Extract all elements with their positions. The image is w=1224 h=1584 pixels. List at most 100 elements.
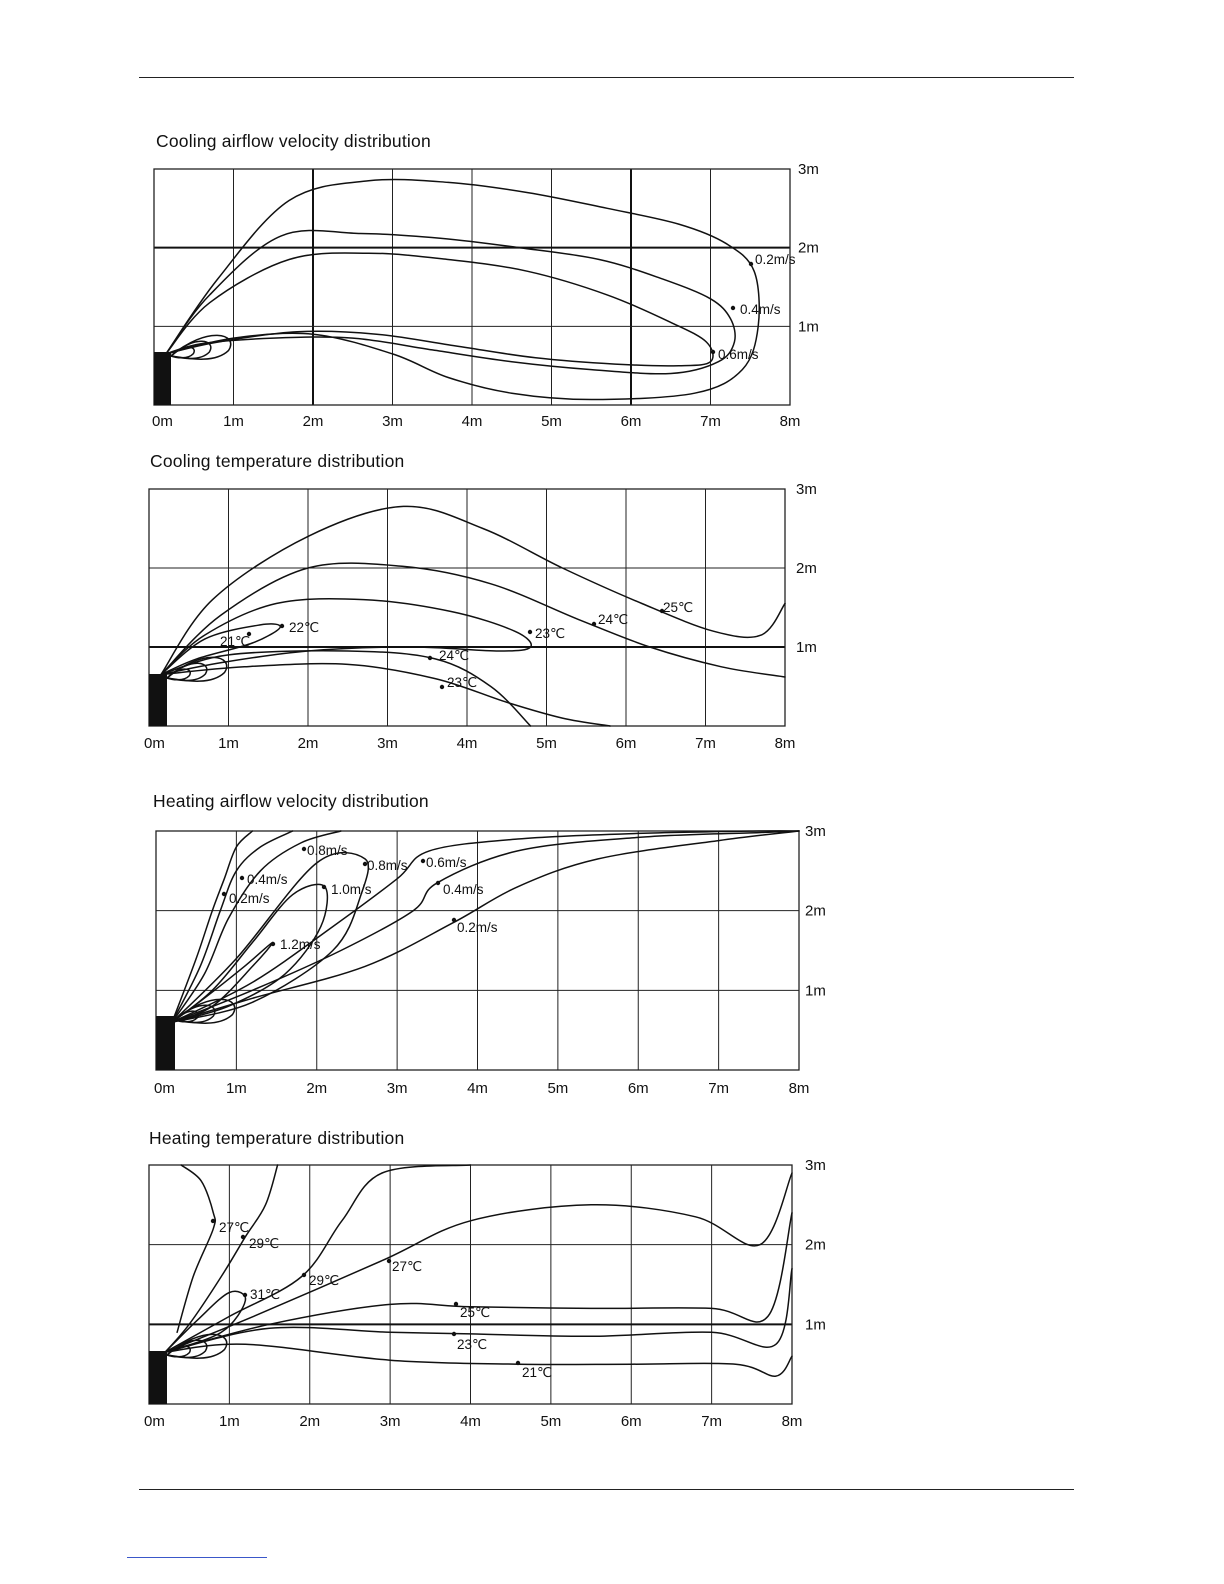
annotation-label-23c: 23℃ [535,626,565,641]
series-line-6-0-6m-s [171,830,800,1023]
annotation-label-21c: 21℃ [220,634,250,649]
series-line-7-21c [164,1343,793,1377]
annotation-point-0-8m-s [362,861,368,867]
chart-title-cooling-temperature: Cooling temperature distribution [150,451,405,471]
x-tick-label-8m: 8m [782,1413,803,1430]
annotation-label-0-6m-s: 0.6m/s [718,347,759,362]
series-line-5-23c-lower [160,662,611,727]
annotation-point-0-6m-s [710,349,716,355]
x-tick-label-0m: 0m [154,1080,175,1097]
annotation-point-0-4m-s [239,875,245,881]
footer-rule [139,1489,1074,1490]
annotation-label-23c: 23℃ [457,1337,487,1352]
annotation-label-25c: 25℃ [460,1305,490,1320]
x-tick-label-0m: 0m [144,1413,165,1430]
outlet-lobe-2 [166,1333,228,1359]
annotation-label-0-4m-s: 0.4m/s [740,302,781,317]
annotation-point-24c [591,621,597,627]
indoor-unit-block [154,352,171,405]
annotation-point-0-8m-s [301,846,307,852]
series-line-2-0-6m-s [165,252,714,367]
x-tick-label-1m: 1m [226,1080,247,1097]
x-tick-label-6m: 6m [616,735,637,752]
x-tick-label-8m: 8m [789,1080,810,1097]
series-line-3-22c [160,623,281,676]
x-tick-label-5m: 5m [541,413,562,430]
annotation-point-24c [427,655,433,661]
series-line-2-0-8m-s-left [171,830,342,1023]
x-tick-label-7m: 7m [701,1413,722,1430]
indoor-unit-block [156,1016,175,1070]
x-tick-label-5m: 5m [536,735,557,752]
series-line-0-0-2m-s [165,178,760,401]
chart-title-heating-temperature: Heating temperature distribution [149,1128,405,1148]
series-line-4-24c-lower [160,650,532,727]
annotation-point-25c [453,1301,459,1307]
plot-frame [153,168,791,406]
annotation-label-27c: 27℃ [219,1220,249,1235]
annotation-label-24c: 24℃ [598,612,628,627]
y-tick-label-2m: 2m [805,903,826,920]
series-line-1-24c [160,562,786,678]
annotation-label-1-2m-s: 1.2m/s [280,937,321,952]
x-tick-label-1m: 1m [223,413,244,430]
series-line-5-0-8m-s-right [171,851,370,1023]
x-tick-label-0m: 0m [144,735,165,752]
y-tick-label-2m: 2m [798,240,819,257]
x-tick-label-1m: 1m [218,735,239,752]
series-line-0-25c [160,505,786,676]
annotation-label-0-8m-s: 0.8m/s [367,858,408,873]
series-line-8-0-2m-s-right [171,830,800,1023]
annotation-point-25c [659,608,665,614]
x-tick-label-2m: 2m [303,413,324,430]
annotation-point-0-4m-s [435,880,441,886]
y-tick-label-2m: 2m [796,560,817,577]
y-tick-label-3m: 3m [798,161,819,178]
chart-title-cooling-velocity: Cooling airflow velocity distribution [156,131,431,151]
x-tick-label-3m: 3m [382,413,403,430]
annotation-label-31c: 31℃ [250,1287,280,1302]
indoor-unit-block [149,1351,167,1404]
annotation-point-1-2m-s [270,941,276,947]
annotation-point-0-4m-s [730,305,736,311]
x-tick-label-2m: 2m [299,1413,320,1430]
outlet-lobe-2 [170,334,232,360]
annotation-point-21c [246,631,252,637]
footer-link-underline [127,1557,267,1558]
plot-frame [148,488,786,727]
annotation-point-0-6m-s [420,858,426,864]
annotation-label-0-4m-s: 0.4m/s [443,882,484,897]
annotation-label-0-4m-s: 0.4m/s [247,872,288,887]
x-tick-label-4m: 4m [460,1413,481,1430]
annotation-label-1-0m-s: 1.0m/s [331,882,372,897]
x-tick-label-8m: 8m [775,735,796,752]
x-tick-label-6m: 6m [621,1413,642,1430]
annotation-label-0-2m-s: 0.2m/s [457,920,498,935]
x-tick-label-4m: 4m [467,1080,488,1097]
annotation-label-21c: 21℃ [522,1365,552,1380]
x-tick-label-2m: 2m [306,1080,327,1097]
series-line-4-27c [164,1172,793,1353]
x-tick-label-0m: 0m [152,413,173,430]
annotation-label-0-6m-s: 0.6m/s [426,855,467,870]
series-line-0-0-2m-s-left [171,830,254,1023]
series-line-1-29c-left [164,1164,279,1353]
y-tick-label-1m: 1m [796,639,817,656]
annotation-point-27c [210,1218,216,1224]
x-tick-label-2m: 2m [298,735,319,752]
indoor-unit-block [149,674,167,726]
annotation-point-31c [242,1292,248,1298]
annotation-point-0-2m-s [451,917,457,923]
annotation-point-27c [386,1258,392,1264]
annotation-point-1-0m-s [321,884,327,890]
x-tick-label-7m: 7m [695,735,716,752]
annotation-point-23c [439,684,445,690]
x-tick-label-4m: 4m [462,413,483,430]
series-line-6-23c [164,1267,793,1353]
annotation-label-29c: 29℃ [309,1273,339,1288]
annotation-point-0-2m-s [221,891,227,897]
